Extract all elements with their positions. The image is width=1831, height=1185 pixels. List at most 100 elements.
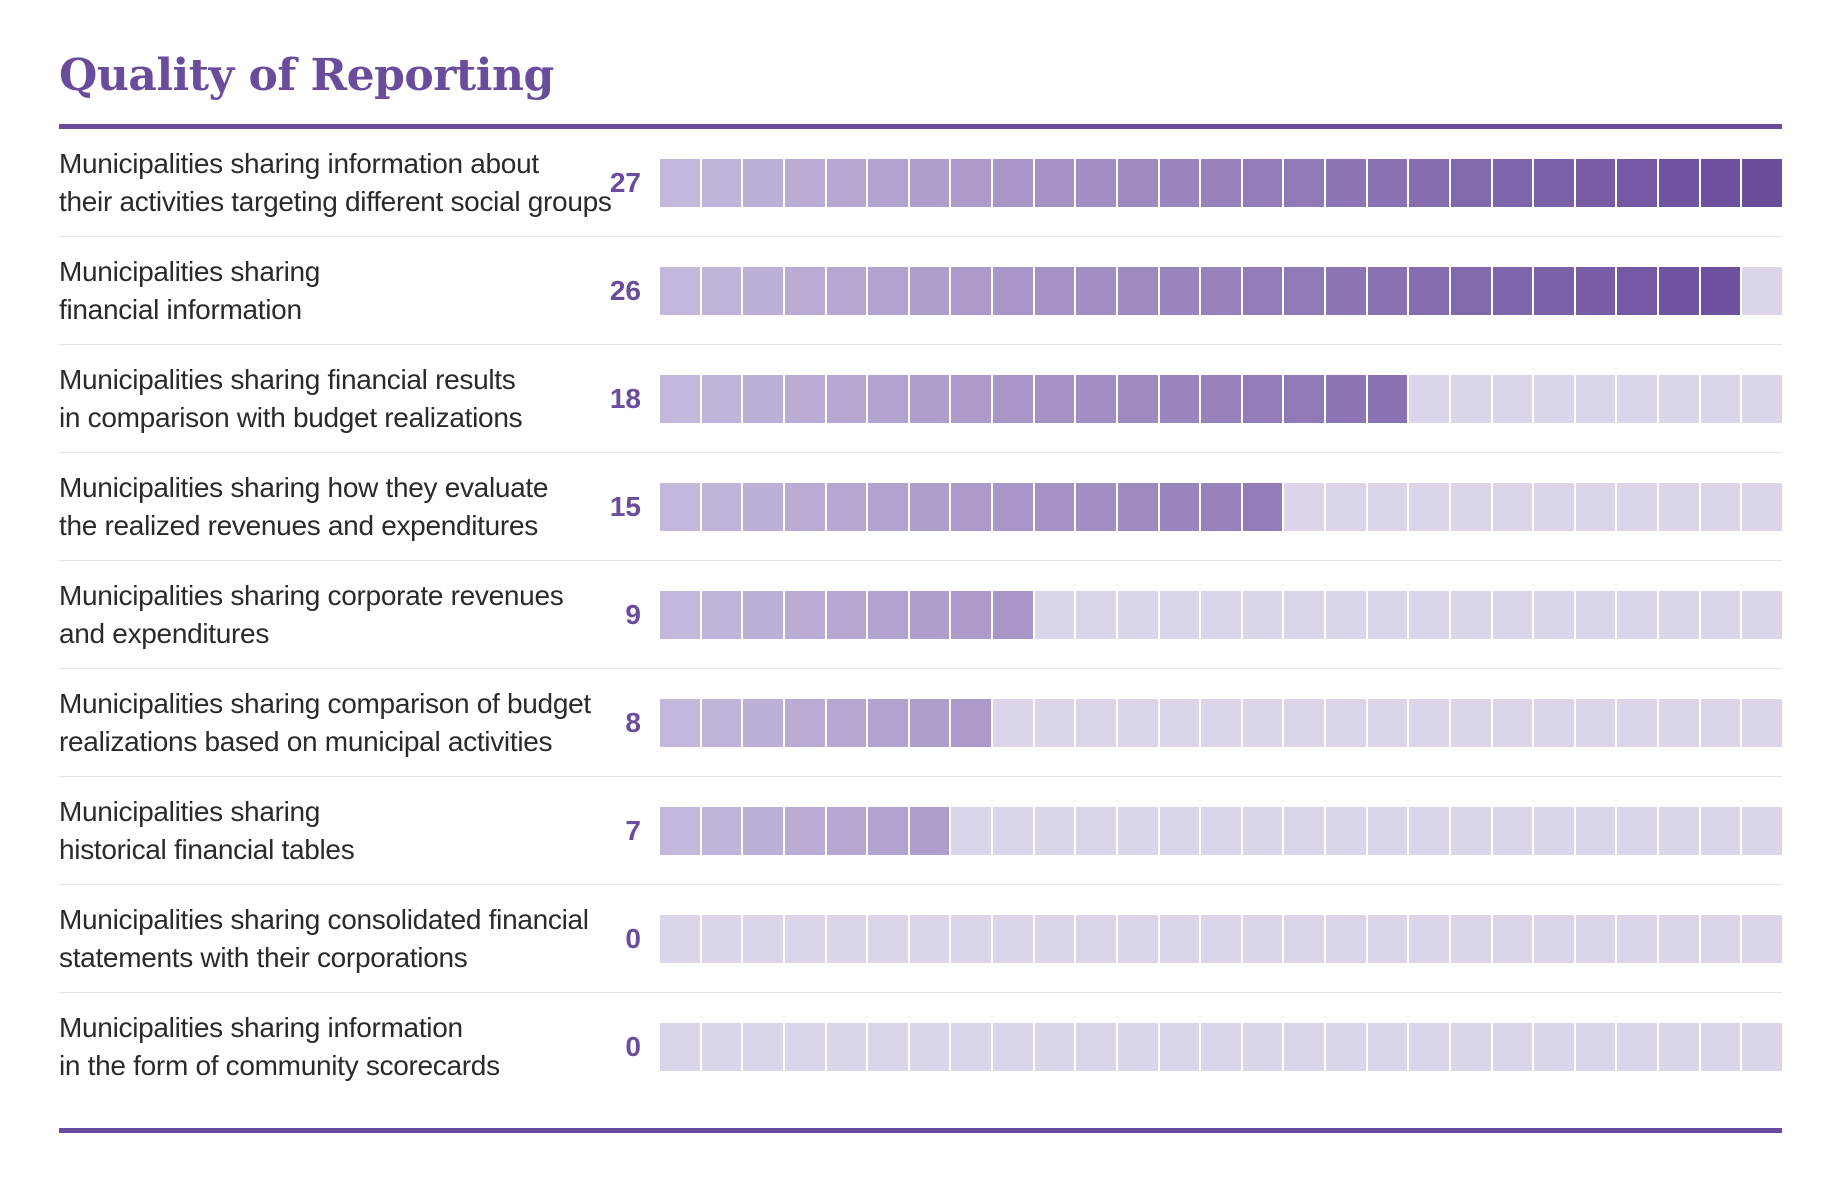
bar-unit-empty [1659, 375, 1701, 423]
bar-unit-filled [743, 591, 785, 639]
bar-unit-empty [1700, 483, 1743, 531]
data-label: 9 [625, 599, 641, 630]
bar-unit-empty [1575, 699, 1618, 747]
row-label-text: Municipalities sharing historical financi… [59, 796, 355, 865]
bar-unit-filled [909, 807, 952, 855]
bar-unit-empty [1326, 1023, 1368, 1071]
bar-unit-empty [1076, 699, 1118, 747]
bar-unit-empty [1076, 915, 1118, 963]
bar-unit-filled [660, 807, 702, 855]
bar-unit-filled [701, 699, 744, 747]
bar-unit-filled [1117, 483, 1160, 531]
row-label-text: Municipalities sharing financial informat… [59, 256, 321, 325]
chart-row: Municipalities sharing information in the… [59, 993, 1782, 1101]
bar-unit-empty [1450, 1023, 1493, 1071]
bar-unit-filled [993, 159, 1035, 207]
bar-unit-filled [1201, 375, 1243, 423]
bar-unit-empty [1617, 807, 1659, 855]
bar-unit-filled [951, 375, 993, 423]
bar-unit-empty [1659, 807, 1701, 855]
bar-unit-filled [1617, 267, 1659, 315]
bar-unit-empty [1742, 1023, 1782, 1071]
bar-unit-empty [1575, 375, 1618, 423]
bar-unit-filled [1284, 267, 1326, 315]
chart-title: Quality of Reporting [59, 50, 554, 101]
bar-unit-empty [1534, 699, 1576, 747]
bar-unit-filled [1117, 267, 1160, 315]
bar-unit-filled [951, 591, 993, 639]
bar-unit-empty [1367, 915, 1410, 963]
bar-unit-empty [1617, 591, 1659, 639]
bar-unit-empty [1534, 591, 1576, 639]
bar-unit-filled [1159, 159, 1202, 207]
row-divider [59, 992, 1782, 993]
bar-unit-filled [951, 267, 993, 315]
bar-unit-filled [868, 699, 910, 747]
bar-unit-filled [784, 807, 827, 855]
bar-unit-empty [1575, 591, 1618, 639]
bar-unit-empty [1117, 699, 1160, 747]
bar-unit-empty [1409, 699, 1451, 747]
bar-unit-empty [1367, 483, 1410, 531]
bar-unit-empty [1450, 483, 1493, 531]
bar-unit-empty [1201, 807, 1243, 855]
data-label: 0 [625, 1031, 641, 1062]
bar-unit-empty [1450, 807, 1493, 855]
bar-unit-empty [1076, 807, 1118, 855]
bar-unit-filled [909, 159, 952, 207]
bar-unit-empty [1659, 1023, 1701, 1071]
bar-unit-empty [1450, 591, 1493, 639]
bar-unit-filled [1242, 483, 1285, 531]
bar [660, 807, 1782, 855]
bar-unit-empty [1617, 1023, 1659, 1071]
bar-unit-filled [1534, 159, 1576, 207]
bar-unit-empty [993, 1023, 1035, 1071]
data-label: 8 [625, 707, 641, 738]
bar-unit-empty [1284, 483, 1326, 531]
bar-unit-empty [826, 915, 869, 963]
bar-unit-empty [1617, 375, 1659, 423]
bar-unit-filled [660, 591, 702, 639]
bar-unit-empty [1742, 915, 1782, 963]
bar-unit-filled [993, 483, 1035, 531]
bar-unit-empty [743, 1023, 785, 1071]
bar-unit-empty [1617, 699, 1659, 747]
bar-unit-empty [1409, 483, 1451, 531]
row-divider [59, 236, 1782, 237]
bar-unit-empty [993, 807, 1035, 855]
bar-unit-empty [660, 915, 702, 963]
bar-unit-filled [1450, 159, 1493, 207]
bar-unit-empty [1159, 1023, 1202, 1071]
bar-unit-filled [701, 807, 744, 855]
bar-unit-filled [1159, 375, 1202, 423]
bar-unit-empty [1742, 591, 1782, 639]
row-label-text: Municipalities sharing comparison of bud… [59, 688, 591, 757]
bar-unit-filled [1367, 159, 1410, 207]
data-label: 26 [609, 275, 641, 306]
bar-unit-filled [660, 699, 702, 747]
bar-unit-filled [909, 483, 952, 531]
row-label: Municipalities sharing comparison of bud… [59, 669, 619, 777]
row-label: Municipalities sharing information about… [59, 129, 619, 237]
bar-unit-filled [1326, 375, 1368, 423]
bar-unit-filled [743, 699, 785, 747]
row-label-text: Municipalities sharing information about… [59, 148, 612, 217]
bar-unit-empty [1534, 807, 1576, 855]
bar-unit-empty [1367, 1023, 1410, 1071]
bar-unit-empty [1284, 591, 1326, 639]
bar-unit-filled [1034, 483, 1077, 531]
bar-unit-filled [784, 699, 827, 747]
bar-unit-filled [993, 375, 1035, 423]
bar-unit-empty [1742, 483, 1782, 531]
bar-unit-empty [1617, 483, 1659, 531]
bar-unit-filled [1076, 375, 1118, 423]
bar-unit-empty [1367, 591, 1410, 639]
bar-unit-filled [826, 807, 869, 855]
bar-unit-filled [1284, 159, 1326, 207]
bar-unit-filled [1242, 375, 1285, 423]
bar-unit-filled [1034, 267, 1077, 315]
chart-row: Municipalities sharing financial results… [59, 345, 1782, 453]
bar-unit-empty [826, 1023, 869, 1071]
bar-unit-empty [1659, 699, 1701, 747]
row-label-text: Municipalities sharing how they evaluate… [59, 472, 549, 541]
